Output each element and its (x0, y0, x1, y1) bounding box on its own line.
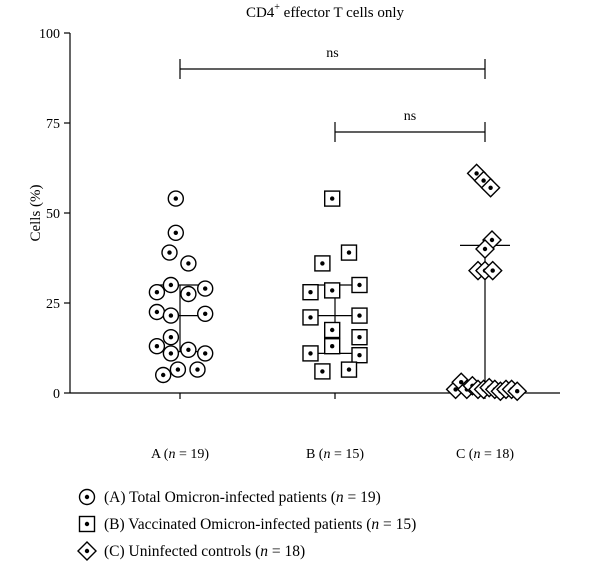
legend-label: (C) Uninfected controls (n = 18) (104, 543, 305, 560)
data-point-circle (148, 303, 166, 321)
data-point-square (351, 276, 368, 294)
chart-title: CD4+ effector T cells only (246, 2, 405, 21)
data-point-circle (196, 345, 214, 362)
data-point-circle (169, 361, 187, 378)
data-point-circle (189, 361, 206, 378)
legend-label: (B) Vaccinated Omicron-infected patients… (104, 516, 416, 533)
x-tick-label: A (n = 19) (151, 447, 209, 462)
data-point-diamond (475, 239, 495, 259)
data-point-circle (196, 305, 214, 322)
data-point-square (302, 309, 319, 326)
legend-item: (C) Uninfected controls (n = 18) (77, 541, 305, 561)
data-point-square (324, 338, 341, 355)
data-point-square (351, 329, 368, 346)
data-point-circle (162, 329, 180, 346)
data-point-circle (167, 224, 185, 242)
data-point-square (340, 361, 358, 378)
legend-label: (A) Total Omicron-infected patients (n =… (104, 489, 381, 506)
data-point-square (324, 321, 341, 339)
data-point-circle (180, 255, 197, 272)
y-tick-label: 50 (46, 207, 60, 222)
data-point-square (314, 255, 331, 272)
legend: (A) Total Omicron-infected patients (n =… (77, 488, 416, 561)
y-axis-label: Cells (%) (28, 184, 44, 241)
y-tick-label: 100 (39, 27, 60, 42)
legend-marker-diamond (77, 541, 97, 561)
data-point-circle (162, 345, 180, 362)
data-point-circle (180, 341, 197, 358)
legend-item: (B) Vaccinated Omicron-infected patients… (78, 515, 416, 533)
chart-title-text: CD4+ effector T cells only (246, 2, 405, 21)
data-point-square (324, 190, 341, 207)
data-point-circle (162, 276, 180, 294)
data-point-diamond (507, 381, 528, 402)
data-point-circle (196, 280, 214, 297)
legend-item: (A) Total Omicron-infected patients (n =… (78, 488, 381, 506)
y-axis-label-group: Cells (%) (28, 184, 44, 241)
significance-annotations: ns ns (179, 46, 486, 142)
x-tick-label: B (n = 15) (306, 447, 364, 462)
y-tick-label: 0 (53, 387, 60, 402)
data-point-circle (154, 366, 172, 384)
x-tick-label: C (n = 18) (456, 447, 514, 462)
data-point-diamond (480, 177, 501, 198)
data-point-square (324, 282, 341, 299)
legend-marker-square (78, 515, 96, 533)
legend-marker-circle (78, 488, 96, 506)
data-point-square (302, 284, 319, 301)
data-point-circle (162, 307, 180, 324)
significance-label: ns (326, 46, 338, 61)
data-point-circle (148, 338, 166, 355)
data-point-circle (161, 244, 178, 261)
y-tick-label: 75 (46, 117, 60, 132)
data-point-square (351, 347, 368, 364)
data-point-circle (167, 190, 185, 207)
data-point-square (302, 345, 319, 362)
y-tick-label: 25 (46, 297, 60, 312)
data-points (148, 163, 528, 402)
data-point-diamond (482, 260, 503, 281)
data-point-square (351, 307, 368, 324)
data-point-circle (180, 285, 197, 303)
data-point-square (340, 244, 358, 261)
data-point-square (314, 363, 331, 380)
significance-label: ns (404, 109, 416, 124)
axes: 0 25 50 75 100 A (n = 19) B (n = 15) C (n = 18) (39, 27, 560, 462)
data-point-circle (148, 284, 166, 301)
